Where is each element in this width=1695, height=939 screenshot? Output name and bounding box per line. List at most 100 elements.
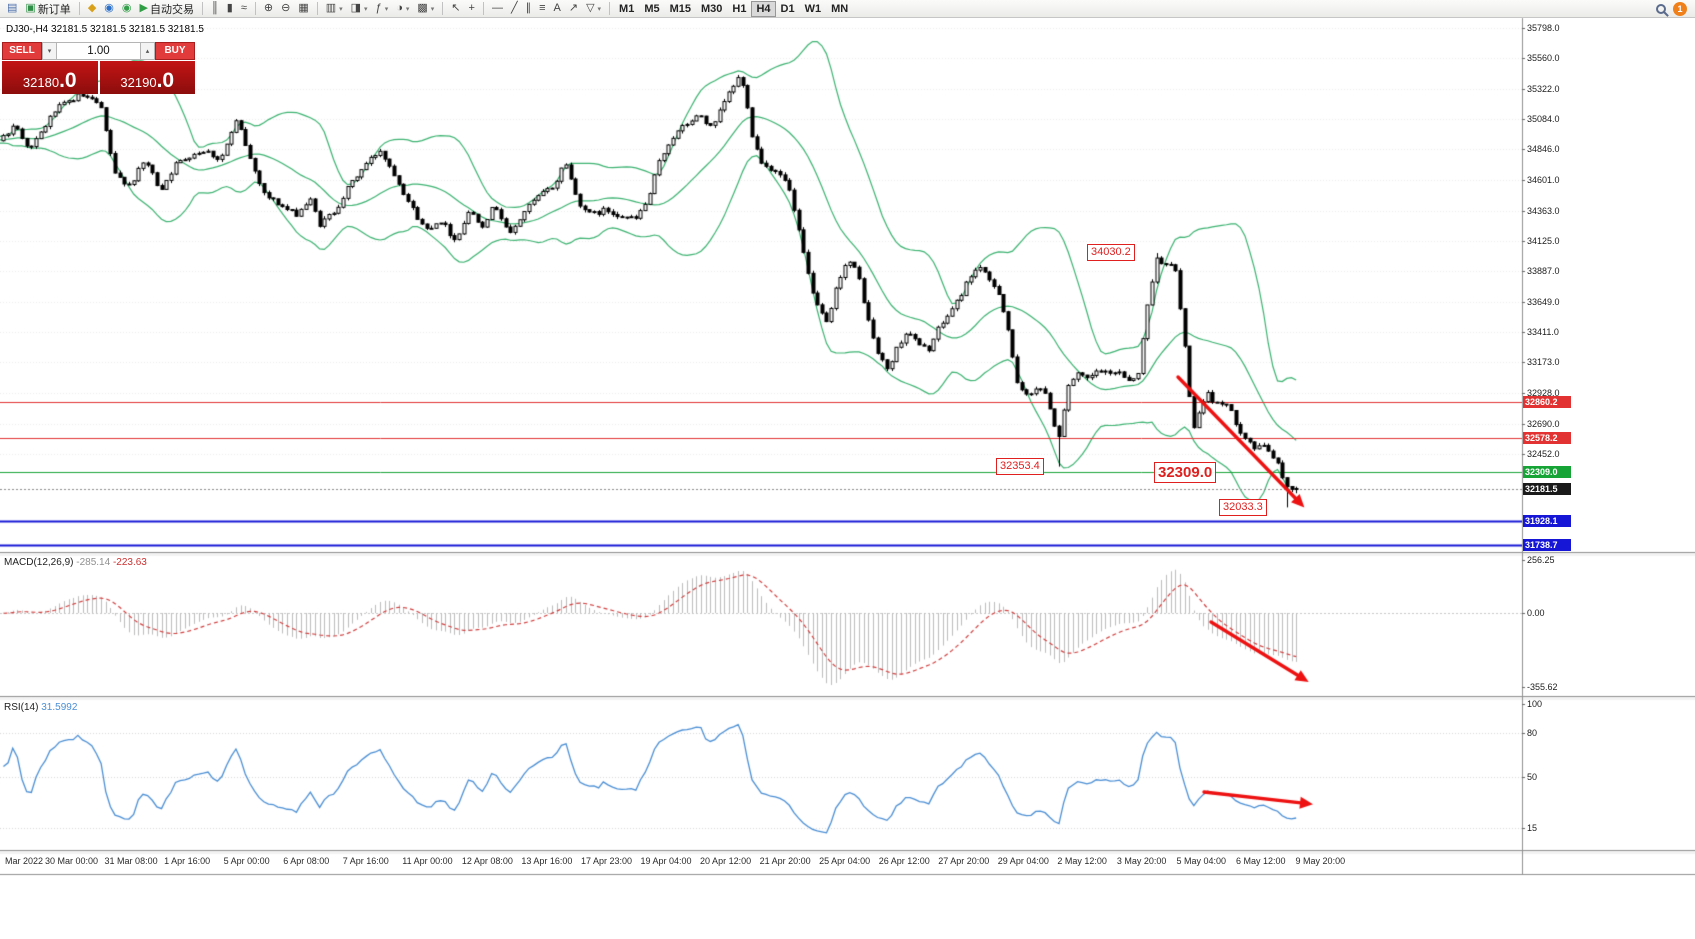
trade-controls-row: SELL ▾ ▴ BUY	[2, 42, 195, 60]
indicators-icon: ƒ	[375, 2, 382, 14]
toolbar-separator	[254, 2, 256, 15]
channel-tool-button[interactable]: ∥	[522, 1, 536, 17]
search-icon[interactable]	[1656, 3, 1669, 17]
volume-increase-button[interactable]: ▴	[140, 42, 155, 60]
shapes-tool-button[interactable]: ▽ ▾	[582, 1, 605, 17]
macd-indicator-label: MACD(12,26,9) -285.14 -223.63	[4, 557, 147, 568]
trendline-tool-button[interactable]: ╱	[507, 1, 522, 17]
new-order-button[interactable]: ▣ 新订单	[21, 1, 74, 17]
tile-windows-icon: ▦	[298, 2, 309, 14]
sell-price-display[interactable]: 32180.0	[2, 61, 98, 94]
timeframe-m30-button-label: M30	[701, 2, 723, 15]
timeframe-m15-button[interactable]: M15	[665, 1, 696, 17]
community-icon: ◉	[121, 2, 132, 14]
bar-chart-button[interactable]: ║	[207, 1, 223, 17]
market-button[interactable]: ◆	[84, 1, 100, 17]
toolbar-separator	[442, 2, 444, 15]
timeframe-m5-button[interactable]: M5	[639, 1, 664, 17]
rsi-indicator-label: RSI(14) 31.5992	[4, 702, 77, 713]
volume-input[interactable]	[57, 42, 140, 60]
text-tool-button[interactable]: A	[550, 1, 565, 17]
arrow-tool-icon: ↗	[568, 2, 579, 14]
new-order-button-label: 新订单	[37, 3, 71, 16]
timeframe-mn-button-label: MN	[831, 2, 849, 15]
macd-name: MACD(12,26,9)	[4, 557, 74, 568]
templates-icon: ▥	[325, 2, 337, 14]
periods-icon: ◑	[396, 2, 403, 14]
bar-chart-icon: ║	[210, 2, 219, 14]
buy-price-value: 32190	[120, 75, 157, 90]
timeframe-w1-button-label: W1	[804, 2, 822, 15]
dropdown-arrow-icon: ▾	[597, 5, 602, 13]
arrow-tool-button[interactable]: ↗	[565, 1, 582, 17]
zoom-in-icon: ⊕	[263, 2, 274, 14]
rsi-name: RSI(14)	[4, 702, 39, 713]
zoom-in-button[interactable]: ⊕	[260, 1, 277, 17]
signals-button[interactable]: ◉	[100, 1, 118, 17]
profiles-button[interactable]: ◨ ▾	[347, 1, 372, 17]
buy-price-display[interactable]: 32190.0	[99, 61, 195, 94]
one-click-trading-panel: SELL ▾ ▴ BUY 32180.0 32190.0	[2, 42, 195, 94]
fibonacci-tool-icon: ≡	[539, 2, 546, 14]
timeframe-h1-button[interactable]: H1	[727, 1, 751, 17]
line-chart-button[interactable]: ≈	[237, 1, 251, 17]
toolbar-separator	[201, 2, 203, 15]
dropdown-arrow-icon: ▾	[364, 5, 368, 13]
timeframe-h4-button[interactable]: H4	[751, 0, 776, 17]
community-button[interactable]: ◉	[118, 1, 136, 17]
dropdown-arrow-icon: ▾	[384, 5, 389, 13]
auto-trading-button[interactable]: ▶ 自动交易	[136, 1, 198, 17]
dropdown-arrow-icon: ▾	[430, 5, 435, 13]
crosshair-icon: +	[468, 2, 475, 14]
timeframe-m30-button[interactable]: M30	[696, 1, 727, 17]
templates-button[interactable]: ▥ ▾	[322, 1, 347, 17]
rsi-value: 31.5992	[41, 702, 78, 713]
chart-options-icon: ▩	[417, 2, 428, 14]
chart-options-button[interactable]: ▩ ▾	[413, 1, 438, 17]
chart-window-icon: ▤	[7, 2, 18, 14]
buy-price-fraction: .0	[156, 69, 175, 92]
trendline-tool-icon: ╱	[510, 2, 518, 14]
timeframe-m1-button-label: M1	[619, 2, 635, 15]
chart-window-button[interactable]: ▤	[3, 1, 21, 17]
timeframe-mn-button[interactable]: MN	[826, 1, 853, 17]
notification-badge[interactable]: 1	[1673, 1, 1687, 16]
cursor-icon: ↖	[451, 2, 461, 14]
zoom-out-button[interactable]: ⊖	[277, 1, 294, 17]
periods-button[interactable]: ◑ ▾	[392, 1, 413, 17]
symbol-ohlc-header: DJ30-,H4 32181.5 32181.5 32181.5 32181.5	[6, 24, 204, 35]
toolbar: ▤ ▣ 新订单 ◆ ◉ ◉ ▶ 自动交易 ║ ▮ ≈ ⊕ ⊖ ▦ ▥ ▾ ◨ ▾ ƒ ▾ ◑ ▾ ▩ ▾ ↖ + — ╱ ∥ ≡ A ↗ ▽ ▾ M…	[0, 0, 1695, 18]
candlestick-chart-button[interactable]: ▮	[223, 1, 237, 17]
shapes-tool-icon: ▽	[586, 2, 595, 14]
toolbar-separator	[609, 2, 611, 15]
cursor-button[interactable]: ↖	[447, 1, 464, 17]
market-icon: ◆	[87, 2, 97, 14]
profiles-icon: ◨	[350, 2, 362, 14]
toolbar-separator	[482, 2, 484, 15]
crosshair-button[interactable]: +	[465, 1, 479, 17]
indicators-button[interactable]: ƒ ▾	[372, 1, 393, 17]
sell-price-value: 32180	[22, 75, 60, 90]
buy-button[interactable]: BUY	[155, 42, 195, 60]
macd-main-value: -285.14	[76, 557, 111, 568]
toolbar-right: 1	[1656, 1, 1692, 17]
hline-tool-button[interactable]: —	[488, 1, 507, 17]
line-chart-icon: ≈	[240, 2, 247, 14]
timeframe-m5-button-label: M5	[644, 2, 660, 15]
tile-windows-button[interactable]: ▦	[294, 1, 312, 17]
timeframe-h1-button-label: H1	[732, 2, 747, 15]
timeframe-w1-button[interactable]: W1	[800, 1, 827, 17]
sell-button[interactable]: SELL	[2, 42, 42, 60]
timeframe-m1-button[interactable]: M1	[614, 1, 639, 17]
channel-tool-icon: ∥	[525, 2, 532, 14]
zoom-out-icon: ⊖	[281, 2, 291, 14]
macd-signal-value: -223.63	[112, 557, 147, 568]
sell-price-fraction: .0	[59, 69, 77, 92]
timeframe-h4-button-label: H4	[756, 2, 771, 15]
timeframe-d1-button[interactable]: D1	[776, 1, 800, 17]
volume-decrease-button[interactable]: ▾	[42, 42, 57, 60]
fibonacci-tool-button[interactable]: ≡	[535, 1, 549, 17]
trade-prices-row: 32180.0 32190.0	[2, 61, 195, 94]
toolbar-separator	[78, 2, 80, 15]
